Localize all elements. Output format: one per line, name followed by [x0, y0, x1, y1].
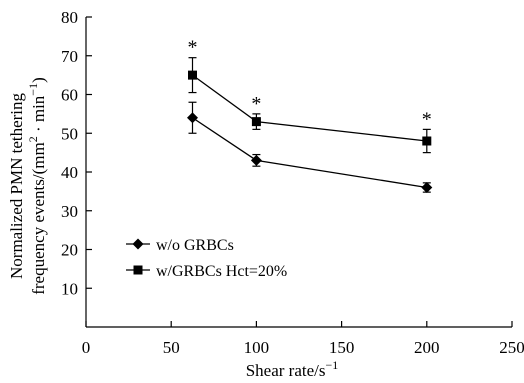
- x-axis-title: Shear rate/s−1: [246, 358, 339, 380]
- y-axis-title: Normalized PMN tethering frequency event…: [7, 77, 48, 295]
- legend-label-2: w/GRBCs Hct=20%: [156, 263, 287, 280]
- x-tick-label: 150: [329, 338, 355, 357]
- y-tick-label: 10: [61, 279, 78, 298]
- legend-label-1: w/o GRBCs: [156, 237, 234, 254]
- data-point-1: [421, 182, 433, 193]
- data-point-1: [187, 112, 198, 124]
- data-point-2: [422, 136, 432, 146]
- x-tick-label: 100: [244, 338, 270, 357]
- y-axis-title-line1: Normalized PMN tethering: [7, 92, 26, 279]
- y-tick-label: 80: [61, 8, 78, 27]
- y-tick-label: 60: [61, 86, 78, 105]
- y-tick-label: 30: [61, 202, 78, 221]
- y-axis-title-line2: frequency events/(mm2 · min−1): [26, 77, 48, 295]
- significance-star: *: [188, 37, 198, 59]
- y-tick-label: 20: [61, 241, 78, 260]
- significance-star: *: [251, 93, 261, 115]
- legend-marker-1: [132, 238, 144, 250]
- x-tick-label: 250: [499, 338, 524, 357]
- legend-marker-2: [133, 265, 143, 275]
- significance-star: *: [422, 108, 432, 130]
- x-tick-label: 50: [163, 338, 180, 357]
- series-line-2: [192, 74, 427, 142]
- y-tick-label: 70: [61, 47, 78, 66]
- plot-area: 0 50 100 150 200 250 10 20 30 40 50 60 70 80 * * * w/o GR…: [61, 8, 524, 357]
- y-tick-label: 50: [61, 124, 78, 143]
- x-tick-label: 200: [414, 338, 440, 357]
- y-tick-label: 40: [61, 163, 78, 182]
- data-point-1: [250, 154, 262, 166]
- data-point-2: [251, 117, 261, 127]
- x-tick-label: 0: [82, 338, 91, 357]
- data-point-2: [188, 70, 197, 80]
